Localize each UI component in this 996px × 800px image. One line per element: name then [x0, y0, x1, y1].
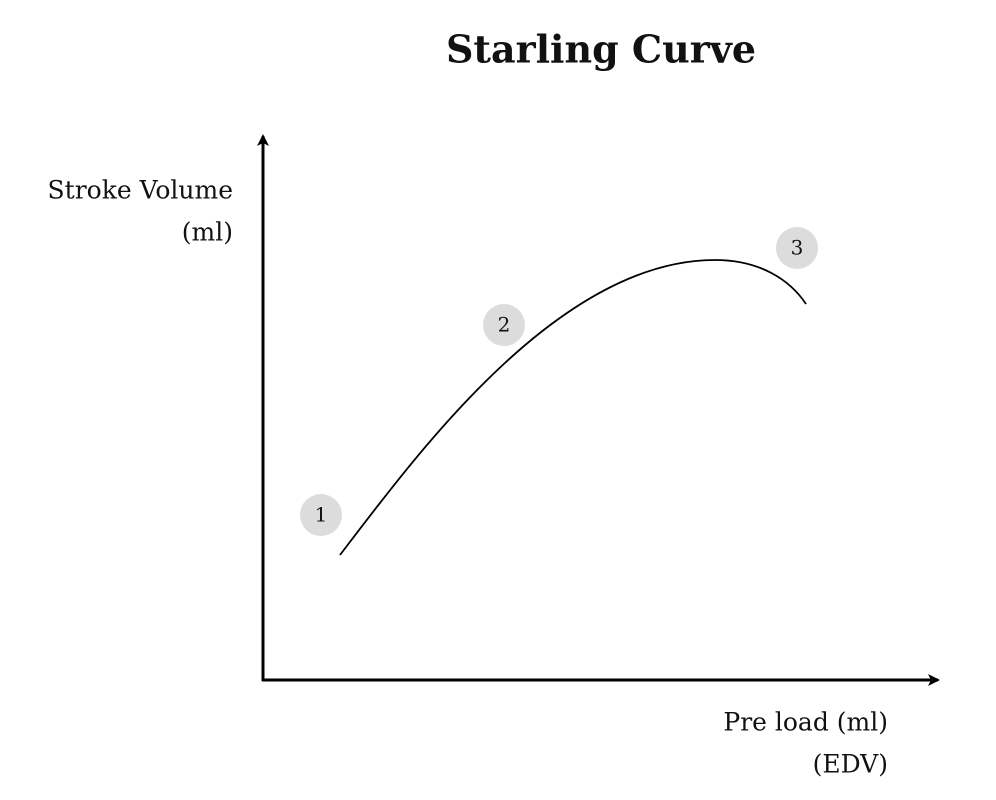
- marker-label: 2: [498, 313, 511, 337]
- x-axis-label: (EDV): [813, 750, 888, 779]
- marker: 2: [483, 304, 525, 346]
- x-axis-label: Pre load (ml): [723, 708, 888, 737]
- marker-circle: [483, 304, 525, 346]
- marker: 3: [776, 227, 818, 269]
- y-axis-label: (ml): [182, 218, 233, 247]
- marker-circle: [300, 494, 342, 536]
- title: Starling Curve: [446, 27, 756, 72]
- starling-curve: [339, 259, 807, 556]
- marker-label: 3: [791, 236, 804, 260]
- marker-label: 1: [315, 503, 328, 527]
- marker: 1: [300, 494, 342, 536]
- marker-circle: [776, 227, 818, 269]
- y-axis-label: Stroke Volume: [48, 176, 233, 205]
